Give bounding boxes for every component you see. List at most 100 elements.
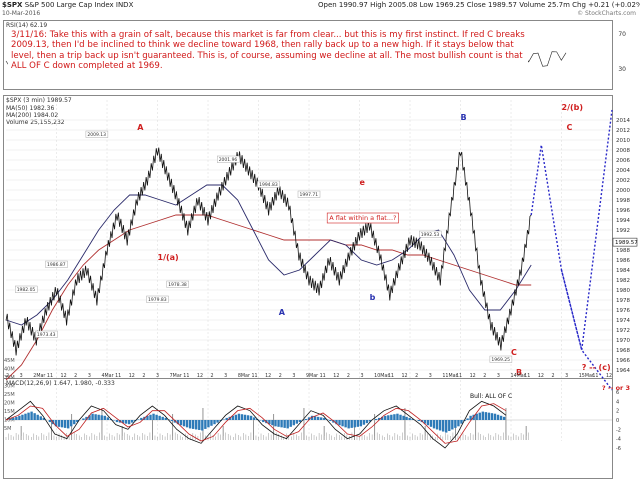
x-axis-label-11: 3 xyxy=(156,373,159,379)
macd-histogram-bar xyxy=(411,418,414,420)
price-annotation-10: 1973.43 xyxy=(37,332,56,338)
macd-histogram-bar xyxy=(393,414,396,420)
macd-histogram-bar xyxy=(70,420,73,427)
x-axis-label-5: 2 xyxy=(74,373,77,379)
price-tick-10: 1994 xyxy=(616,218,630,224)
macd-histogram-bar xyxy=(21,414,24,420)
macd-histogram-bar xyxy=(454,420,457,428)
macd-histogram-bar xyxy=(176,420,180,425)
macd-histogram-bar xyxy=(249,415,253,420)
x-axis-label-30: 2 xyxy=(415,373,418,379)
x-axis-label-0: 2 xyxy=(6,373,9,379)
macd-tick-4: -2 xyxy=(616,427,621,433)
macd-histogram-bar xyxy=(88,415,91,420)
wave-label-4: b xyxy=(370,293,376,302)
x-axis-label-32: 11Mar xyxy=(442,373,457,379)
chart-symbol: $SPX S&P 500 Large Cap Index INDX xyxy=(2,1,134,9)
macd-histogram-bar xyxy=(408,417,411,420)
macd-histogram-bar xyxy=(283,420,286,428)
price-tick-21: 1972 xyxy=(616,328,630,334)
last-price-box xyxy=(612,237,638,247)
macd-histogram-bar xyxy=(344,420,347,428)
x-axis-label-40: 2 xyxy=(551,373,554,379)
macd-histogram-bar xyxy=(441,420,445,432)
legend-ma200: MA(200) 1984.02 xyxy=(6,112,59,119)
x-axis-label-16: 3 xyxy=(224,373,227,379)
macd-histogram-bar xyxy=(60,420,64,428)
macd-histogram-bar xyxy=(9,418,12,420)
macd-histogram-bar xyxy=(271,420,274,426)
macd-histogram-bar xyxy=(356,420,360,427)
macd-histogram-bar xyxy=(429,420,433,427)
macd-histogram-bar xyxy=(268,420,271,425)
price-annotation-0: 2009.13 xyxy=(87,132,106,138)
macd-histogram-bar xyxy=(179,420,183,426)
price-tick-15: 1984 xyxy=(616,268,630,274)
wave-label-10: ? -- (c) xyxy=(582,363,611,372)
wave-label-8: 2/(b) xyxy=(562,103,584,112)
macd-histogram-bar xyxy=(24,413,27,420)
macd-histogram-bar xyxy=(289,420,292,427)
price-tick-5: 2004 xyxy=(616,168,630,174)
volume-tick-7: 10M xyxy=(4,418,15,424)
macd-histogram-bar xyxy=(262,420,265,423)
price-annotation-8: 1979.83 xyxy=(148,297,167,303)
price-tick-13: 1988 xyxy=(616,248,630,254)
price-title: $SPX (3 min) 1989.57 xyxy=(6,97,72,104)
volume-tick-4: 25M xyxy=(4,392,15,398)
wave-label-2: A xyxy=(279,308,286,317)
macd-histogram-bar xyxy=(445,420,448,433)
macd-histogram-bar xyxy=(112,420,116,421)
macd-histogram-bar xyxy=(432,420,436,429)
macd-histogram-bar xyxy=(48,420,52,423)
macd-histogram-bar xyxy=(185,420,189,428)
macd-signal-line xyxy=(5,403,507,444)
macd-histogram-bar xyxy=(198,420,201,430)
price-annotation-7: 1982.05 xyxy=(17,287,36,293)
macd-histogram-bar xyxy=(82,418,85,420)
macd-histogram-bar xyxy=(124,420,128,424)
price-tick-24: 1966 xyxy=(616,358,630,364)
wave-label-5: B xyxy=(461,113,467,122)
macd-histogram-bar xyxy=(121,420,125,424)
x-axis-label-9: 12 xyxy=(129,373,135,379)
macd-histogram-bar xyxy=(237,413,241,420)
wave-label-12: A flat within a flat...? xyxy=(329,214,396,222)
rsi-scale-70: 70 xyxy=(618,31,626,38)
x-axis-label-12: 7Mar xyxy=(170,373,182,379)
macd-histogram-bar xyxy=(304,418,308,420)
chart-name: S&P 500 Large Cap Index INDX xyxy=(24,1,134,9)
x-axis-label-10: 2 xyxy=(142,373,145,379)
macd-histogram-bar xyxy=(347,420,350,429)
macd-histogram-bar xyxy=(66,420,70,429)
macd-histogram-bar xyxy=(85,416,88,420)
macd-title: MACD(12,26,9) 1.647, 1.980, -0.333 xyxy=(6,380,115,387)
macd-histogram-bar xyxy=(448,420,451,432)
price-tick-7: 2000 xyxy=(616,188,630,194)
x-axis-label-18: 11 xyxy=(251,373,257,379)
macd-histogram-bar xyxy=(472,414,475,420)
price-annotation-11: 1969.25 xyxy=(491,357,510,363)
macd-histogram-bar xyxy=(335,420,338,425)
x-axis-label-23: 11 xyxy=(320,373,326,379)
ma50-line xyxy=(5,184,532,326)
volume-tick-5: 20M xyxy=(4,401,15,407)
macd-histogram-bar xyxy=(207,420,210,428)
macd-annotation: Bull: ALL OF C xyxy=(470,393,512,400)
macd-histogram-bar xyxy=(91,413,94,420)
wave-label-3: e xyxy=(360,178,366,187)
x-axis-label-20: 2 xyxy=(279,373,282,379)
macd-histogram-bar xyxy=(307,417,311,420)
x-axis-label-2: 2Mar xyxy=(33,373,45,379)
price-annotation-box-11 xyxy=(489,355,513,363)
macd-line xyxy=(5,400,507,449)
price-annotation-box-6 xyxy=(45,260,68,268)
x-axis-label-44: 12 xyxy=(606,373,612,379)
macd-histogram-bar xyxy=(387,415,390,420)
macd-histogram-bar xyxy=(213,420,216,425)
x-axis-label-7: 4Mar xyxy=(101,373,113,379)
price-tick-9: 1996 xyxy=(616,208,630,214)
price-annotation-3: 1997.71 xyxy=(300,192,319,198)
macd-histogram-bar xyxy=(295,420,299,424)
macd-histogram-bar xyxy=(481,411,485,420)
